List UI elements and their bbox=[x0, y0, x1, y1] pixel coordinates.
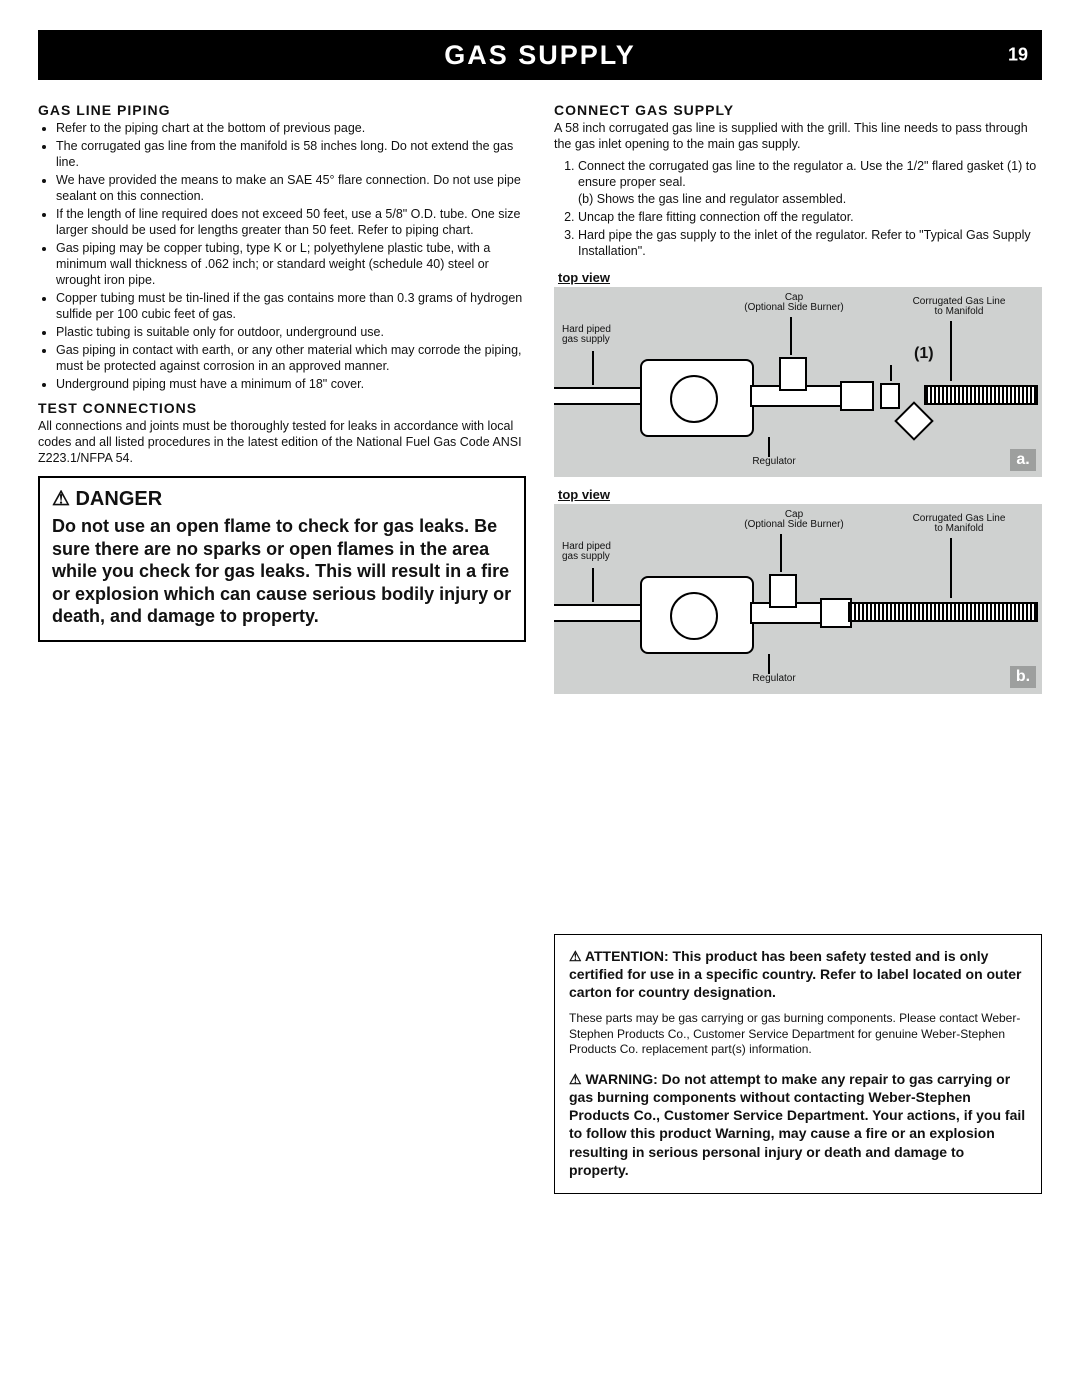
figB-cap-stub bbox=[769, 574, 797, 608]
list-item: The corrugated gas line from the manifol… bbox=[56, 138, 526, 170]
figA-arrow2 bbox=[790, 317, 792, 355]
figB-corrugated bbox=[848, 602, 1038, 622]
list-item: Gas piping in contact with earth, or any… bbox=[56, 342, 526, 374]
connect-intro: A 58 inch corrugated gas line is supplie… bbox=[554, 120, 1042, 152]
list-item: Uncap the flare fitting connection off t… bbox=[578, 209, 1042, 225]
figB-dial bbox=[670, 592, 718, 640]
figA-caption: top view bbox=[558, 270, 1042, 285]
figA-arrow5 bbox=[890, 365, 892, 381]
figA-tag: a. bbox=[1010, 449, 1036, 471]
figB-label-reg: Regulator bbox=[734, 674, 814, 685]
attention-box: ⚠ ATTENTION: This product has been safet… bbox=[554, 934, 1042, 1194]
figure-b: Cap(Optional Side Burner) Hard pipedgas … bbox=[554, 504, 1042, 694]
danger-box: ⚠ DANGER Do not use an open flame to che… bbox=[38, 476, 526, 642]
figB-pipe-left bbox=[554, 604, 646, 622]
columns: GAS LINE PIPING Refer to the piping char… bbox=[38, 94, 1042, 1194]
parts-text: These parts may be gas carrying or gas b… bbox=[569, 1011, 1027, 1058]
piping-bullets: Refer to the piping chart at the bottom … bbox=[38, 120, 526, 392]
figA-label-hard: Hard pipedgas supply bbox=[562, 325, 632, 346]
list-item: Gas piping may be copper tubing, type K … bbox=[56, 240, 526, 288]
page-number: 19 bbox=[1008, 45, 1028, 66]
page-header: GAS SUPPLY 19 bbox=[38, 30, 1042, 80]
list-item: Plastic tubing is suitable only for outd… bbox=[56, 324, 526, 340]
left-column: GAS LINE PIPING Refer to the piping char… bbox=[38, 94, 526, 1194]
figB-caption: top view bbox=[558, 487, 1042, 502]
figB-arrow4 bbox=[768, 654, 770, 674]
figA-label-corr: Corrugated Gas Lineto Manifold bbox=[894, 297, 1024, 318]
figA-one: (1) bbox=[914, 345, 934, 363]
figure-a: Cap(Optional Side Burner) Hard pipedgas … bbox=[554, 287, 1042, 477]
figB-arrow2 bbox=[780, 534, 782, 572]
piping-heading: GAS LINE PIPING bbox=[38, 102, 526, 118]
figB-label-hard: Hard pipedgas supply bbox=[562, 542, 632, 563]
list-item: We have provided the means to make an SA… bbox=[56, 172, 526, 204]
figA-arrow3 bbox=[950, 321, 952, 381]
list-item: Underground piping must have a minimum o… bbox=[56, 376, 526, 392]
list-item: Hard pipe the gas supply to the inlet of… bbox=[578, 227, 1042, 260]
list-item: Refer to the piping chart at the bottom … bbox=[56, 120, 526, 136]
figA-arrow4 bbox=[768, 437, 770, 457]
figB-tag: b. bbox=[1010, 666, 1036, 688]
figA-gasket bbox=[880, 383, 900, 409]
right-column: CONNECT GAS SUPPLY A 58 inch corrugated … bbox=[554, 94, 1042, 1194]
connect-steps: Connect the corrugated gas line to the r… bbox=[554, 158, 1042, 260]
test-heading: TEST CONNECTIONS bbox=[38, 400, 526, 416]
figB-label-corr: Corrugated Gas Lineto Manifold bbox=[894, 514, 1024, 535]
figA-dial bbox=[670, 375, 718, 423]
attention-text: ⚠ ATTENTION: This product has been safet… bbox=[569, 947, 1027, 1002]
figA-flare bbox=[840, 381, 874, 411]
figB-arrow3 bbox=[950, 538, 952, 598]
page-title: GAS SUPPLY bbox=[444, 40, 636, 71]
figA-pipe-left bbox=[554, 387, 646, 405]
figA-label-reg: Regulator bbox=[734, 457, 814, 468]
figB-arrow1 bbox=[592, 568, 594, 602]
figA-arrow1 bbox=[592, 351, 594, 385]
list-item: Copper tubing must be tin-lined if the g… bbox=[56, 290, 526, 322]
warning-text: ⚠ WARNING: Do not attempt to make any re… bbox=[569, 1070, 1027, 1179]
manual-page: GAS SUPPLY 19 GAS LINE PIPING Refer to t… bbox=[0, 0, 1080, 1397]
connect-heading: CONNECT GAS SUPPLY bbox=[554, 102, 1042, 118]
list-item: Connect the corrugated gas line to the r… bbox=[578, 158, 1042, 207]
list-item: If the length of line required does not … bbox=[56, 206, 526, 238]
figB-label-cap: Cap(Optional Side Burner) bbox=[734, 510, 854, 531]
figA-cap-stub bbox=[779, 357, 807, 391]
figA-label-cap: Cap(Optional Side Burner) bbox=[734, 293, 854, 314]
danger-heading: ⚠ DANGER bbox=[52, 486, 512, 511]
danger-body: Do not use an open flame to check for ga… bbox=[52, 515, 512, 628]
test-body: All connections and joints must be thoro… bbox=[38, 418, 526, 466]
figA-corrugated bbox=[924, 385, 1038, 405]
figA-gasket-sep bbox=[894, 401, 934, 441]
